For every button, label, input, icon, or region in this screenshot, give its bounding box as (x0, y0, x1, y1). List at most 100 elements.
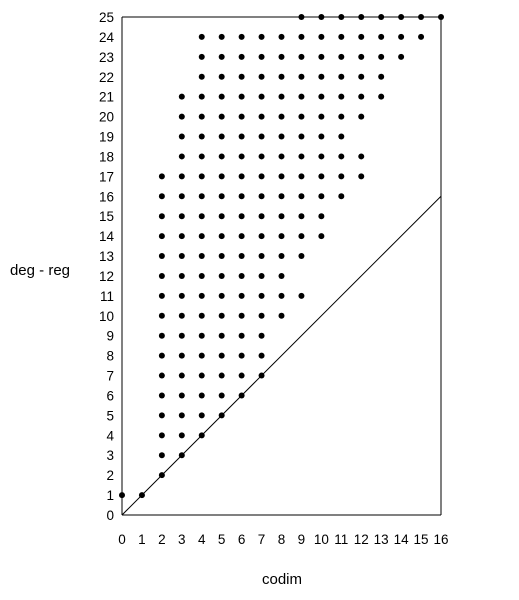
data-point (298, 193, 305, 200)
data-point (378, 14, 385, 20)
data-point (378, 33, 385, 40)
y-tick-label: 4 (106, 428, 114, 443)
data-point (338, 53, 345, 60)
data-point (238, 272, 245, 279)
y-tick-label: 24 (99, 30, 115, 45)
data-point (298, 292, 305, 299)
data-point (218, 33, 225, 40)
data-point (258, 372, 265, 379)
y-tick-label: 23 (99, 50, 114, 65)
data-point (418, 14, 425, 20)
y-tick-label: 17 (99, 169, 114, 184)
data-point (178, 452, 185, 459)
data-point (318, 73, 325, 80)
data-point (238, 332, 245, 339)
data-point (218, 352, 225, 359)
data-point (158, 213, 165, 220)
data-point (218, 312, 225, 319)
data-point (298, 113, 305, 120)
x-tick-label: 5 (218, 532, 226, 547)
data-point (178, 432, 185, 439)
x-tick-label: 4 (198, 532, 206, 547)
x-axis-tick-labels: 0 1 2 3 4 5 6 7 8 9 10 11 12 13 14 15 16 (118, 532, 448, 547)
data-point (258, 93, 265, 100)
data-point (238, 33, 245, 40)
data-point (358, 153, 365, 160)
data-point (198, 432, 205, 439)
data-point (378, 53, 385, 60)
data-point (258, 33, 265, 40)
data-point (318, 173, 325, 180)
data-point (398, 14, 405, 20)
data-point (378, 93, 385, 100)
data-point (178, 352, 185, 359)
data-point (318, 113, 325, 120)
data-point (338, 133, 345, 140)
data-point (198, 372, 205, 379)
x-tick-label: 13 (374, 532, 389, 547)
data-point (338, 14, 345, 20)
data-point (178, 193, 185, 200)
y-tick-label: 13 (99, 249, 114, 264)
data-point (198, 93, 205, 100)
data-point (178, 372, 185, 379)
x-tick-label: 0 (118, 532, 126, 547)
data-point (158, 392, 165, 399)
y-tick-label: 15 (99, 209, 114, 224)
data-point (238, 153, 245, 160)
data-point (218, 193, 225, 200)
data-point (178, 253, 185, 260)
data-point (398, 53, 405, 60)
data-point (158, 272, 165, 279)
data-point (358, 14, 365, 20)
data-point (298, 173, 305, 180)
data-point (278, 312, 285, 319)
data-point (178, 332, 185, 339)
data-point (238, 253, 245, 260)
x-tick-label: 8 (278, 532, 286, 547)
data-point (258, 312, 265, 319)
data-points (119, 14, 444, 499)
data-point (358, 113, 365, 120)
data-point (178, 213, 185, 220)
y-tick-label: 9 (106, 329, 114, 344)
plot-frame (121, 16, 442, 516)
data-point (258, 272, 265, 279)
data-point (318, 14, 325, 20)
data-point (258, 253, 265, 260)
y-tick-label: 16 (99, 189, 114, 204)
data-point (178, 412, 185, 419)
data-point (238, 213, 245, 220)
y-tick-label: 5 (106, 408, 114, 423)
data-point (158, 173, 165, 180)
y-tick-label: 12 (99, 269, 114, 284)
data-point (338, 33, 345, 40)
data-point (298, 33, 305, 40)
data-point (198, 233, 205, 240)
data-point (278, 292, 285, 299)
data-point (278, 93, 285, 100)
data-point (358, 93, 365, 100)
data-point (158, 472, 165, 479)
data-point (318, 93, 325, 100)
data-point (218, 233, 225, 240)
y-tick-label: 3 (106, 448, 114, 463)
data-point (218, 332, 225, 339)
data-point (158, 193, 165, 200)
x-tick-label: 12 (354, 532, 369, 547)
x-tick-label: 14 (394, 532, 410, 547)
data-point (178, 233, 185, 240)
y-tick-label: 18 (99, 149, 114, 164)
data-point (158, 312, 165, 319)
x-tick-label: 10 (314, 532, 329, 547)
data-point (238, 93, 245, 100)
x-tick-label: 1 (138, 532, 146, 547)
data-point (238, 113, 245, 120)
data-point (218, 392, 225, 399)
data-point (258, 133, 265, 140)
data-point (178, 312, 185, 319)
data-point (318, 53, 325, 60)
data-point (398, 33, 405, 40)
data-point (258, 193, 265, 200)
